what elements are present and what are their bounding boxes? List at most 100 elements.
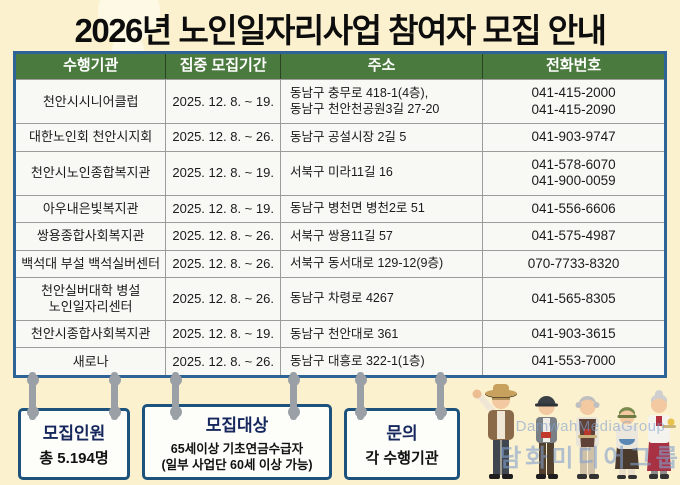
org-cell: 천안실버대학 병설 노인일자리센터 (16, 278, 167, 320)
table-row: 새로나 2025. 12. 8. ~ 26. 동남구 대흥로 322-1(1층) 04… (16, 347, 664, 375)
cell-line: 서북구 동서대로 129-12(9층) (290, 256, 444, 271)
phone-cell: 041-565-8305 (483, 278, 664, 320)
table-row: 백석대 부설 백석실버센터 2025. 12. 8. ~ 26. 서북구 동서대로 … (16, 249, 664, 278)
box-value: 총 5.194명 (39, 450, 109, 468)
address-cell: 서북구 쌍용11길 57 (281, 223, 484, 250)
org-cell: 쌍용종합사회복지관 (16, 223, 167, 250)
cell-line: 천안시노인종합복지관 (30, 165, 151, 181)
box-value: (일부 사업단 60세 이상 가능) (161, 458, 313, 472)
table-row: 천안실버대학 병설 노인일자리센터 2025. 12. 8. ~ 26. 동남구 차령… (16, 277, 664, 320)
phone-cell: 041-553-7000 (483, 348, 664, 375)
box-value: 각 수행기관 (365, 450, 439, 468)
cell-line: 070-7733-8320 (527, 255, 620, 271)
cell-line: 서북구 쌍용11길 57 (290, 228, 393, 243)
org-cell: 천안시노인종합복지관 (16, 151, 167, 195)
cell-line: 새로나 (72, 353, 109, 369)
org-cell: 대한노인회 천안시지회 (16, 124, 167, 151)
phone-cell: 070-7733-8320 (483, 251, 664, 278)
phone-cell: 041-575-4987 (483, 223, 664, 250)
phone-cell: 041-903-9747 (483, 124, 664, 151)
period-cell: 2025. 12. 8. ~ 26. (166, 278, 282, 320)
cell-line: 천안시시니어클럽 (42, 93, 139, 109)
cell-line: 041-556-6606 (531, 200, 616, 216)
address-cell: 동남구 병천면 병천2로 51 (281, 195, 484, 223)
column-header: 주소 (281, 54, 484, 79)
box-value: 65세이상 기초연금수급자 (170, 441, 304, 456)
period-cell: 2025. 12. 8. ~ 19. (166, 80, 282, 123)
column-header: 수행기관 (16, 54, 167, 79)
senior-farmer-figure (472, 384, 517, 479)
org-cell: 천안시종합사회복지관 (16, 320, 167, 348)
phone-cell: 041-415-2000 041-415-2090 (483, 80, 664, 123)
table-row: 대한노인회 천안시지회 2025. 12. 8. ~ 26. 동남구 공설시장 2길… (16, 123, 664, 151)
address-cell: 동남구 대흥로 322-1(1층) (281, 348, 484, 375)
box-title: 모집대상 (205, 415, 269, 435)
cell-line: 041-553-7000 (531, 353, 616, 369)
cell-line: 천안실버대학 병설 (41, 283, 141, 299)
cell-line: 041-903-3615 (531, 325, 616, 341)
cell-line: 노인일자리센터 (48, 299, 133, 315)
table-header-row: 수행기관 집중 모집기간 주소 전화번호 (16, 54, 664, 79)
cell-line: 041-578-6070 (531, 156, 616, 172)
cell-line: 041-575-4987 (531, 228, 616, 244)
address-cell: 서북구 동서대로 129-12(9층) (281, 250, 484, 278)
senior-chef-figure (647, 390, 676, 479)
org-cell: 백석대 부설 백석실버센터 (16, 250, 167, 278)
box-title: 문의 (386, 424, 418, 444)
period-cell: 2025. 12. 8. ~ 19. (166, 151, 282, 195)
box-title: 모집인원 (42, 424, 106, 444)
period-cell: 2025. 12. 8. ~ 26. (166, 223, 282, 250)
phone-cell: 041-903-3615 (483, 321, 664, 348)
cell-line: 동남구 차령로 4267 (290, 291, 394, 306)
org-cell: 아우내은빛복지관 (16, 195, 167, 223)
column-header: 집중 모집기간 (166, 54, 282, 79)
hanger-pin (169, 372, 182, 420)
hanger-pin (354, 372, 367, 420)
address-cell: 동남구 차령로 4267 (281, 278, 484, 320)
cell-line: 천안시종합사회복지관 (30, 326, 151, 342)
org-cell: 천안시시니어클럽 (16, 80, 167, 123)
hanger-pin (108, 372, 121, 420)
cell-line: 서북구 미라11길 16 (290, 165, 393, 180)
senior-barista-figure (535, 396, 558, 479)
senior-woman-figure (615, 407, 639, 479)
period-cell: 2025. 12. 8. ~ 26. (166, 124, 282, 151)
senior-server-figure (575, 395, 600, 479)
table-row: 아우내은빛복지관 2025. 12. 8. ~ 19. 동남구 병천면 병천2로 5… (16, 194, 664, 223)
cell-line: 041-565-8305 (531, 290, 616, 306)
cell-line: 동남구 충무로 418-1(4층), (290, 86, 429, 101)
cell-line: 041-900-0059 (531, 173, 616, 189)
cell-line: 동남구 병천면 병천2로 51 (290, 201, 425, 216)
cell-line: 동남구 천안대로 361 (290, 326, 399, 341)
cell-line: 041-903-9747 (531, 129, 616, 145)
cell-line: 동남구 대흥로 322-1(1층) (290, 354, 425, 369)
seniors-illustration (472, 384, 676, 479)
phone-cell: 041-556-6606 (483, 196, 664, 223)
cell-line: 쌍용종합사회복지관 (36, 228, 145, 244)
table-row: 천안시노인종합복지관 2025. 12. 8. ~ 19. 서북구 미라11길 16… (16, 150, 664, 195)
address-cell: 동남구 천안대로 361 (281, 320, 484, 348)
table-row: 천안시종합사회복지관 2025. 12. 8. ~ 19. 동남구 천안대로 361… (16, 319, 664, 348)
cell-line: 동남구 공설시장 2길 5 (290, 129, 407, 144)
cell-line: 041-415-2000 (531, 85, 616, 101)
cell-line: 동남구 천안천공원3길 27-20 (290, 101, 440, 116)
cell-line: 백석대 부설 백석실버센터 (21, 255, 161, 271)
cell-line: 대한노인회 천안시지회 (29, 129, 153, 145)
org-cell: 새로나 (16, 348, 167, 375)
period-cell: 2025. 12. 8. ~ 19. (166, 195, 282, 223)
address-cell: 동남구 충무로 418-1(4층), 동남구 천안천공원3길 27-20 (281, 80, 484, 123)
address-cell: 서북구 미라11길 16 (281, 151, 484, 195)
hanger-pin (26, 372, 39, 420)
cell-line: 아우내은빛복지관 (42, 200, 139, 216)
table-row: 천안시시니어클럽 2025. 12. 8. ~ 19. 동남구 충무로 418-1(… (16, 79, 664, 123)
period-cell: 2025. 12. 8. ~ 26. (166, 348, 282, 375)
period-cell: 2025. 12. 8. ~ 19. (166, 320, 282, 348)
column-header: 전화번호 (545, 57, 602, 75)
cell-line: 041-415-2090 (531, 101, 616, 117)
hanger-pin (434, 372, 447, 420)
hanger-pin (287, 372, 300, 420)
page-title: 2026년 노인일자리사업 참여자 모집 안내 (74, 12, 608, 49)
period-cell: 2025. 12. 8. ~ 26. (166, 250, 282, 278)
